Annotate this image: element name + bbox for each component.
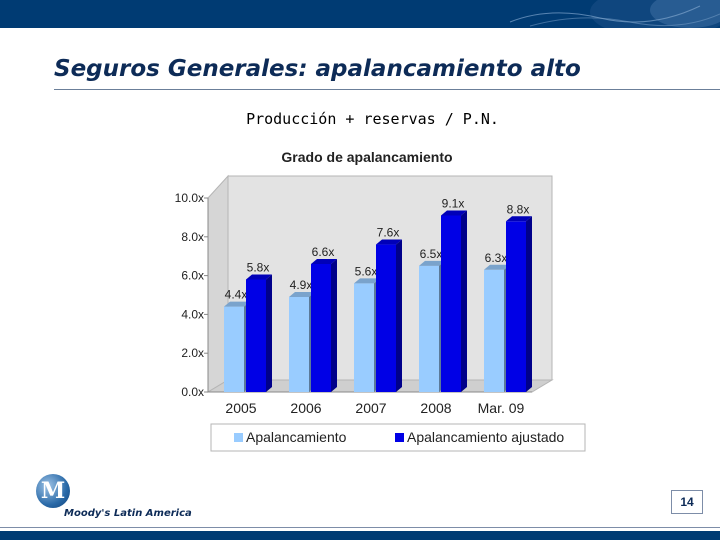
legend-swatch xyxy=(395,433,404,442)
x-tick-label: 2008 xyxy=(420,400,451,416)
x-tick-label: 2007 xyxy=(355,400,386,416)
bar-ajustado-0 xyxy=(246,274,272,392)
data-label: 5.8x xyxy=(247,260,270,274)
bar-side xyxy=(396,239,402,392)
slide-subtitle: Producción + reservas / P.N. xyxy=(246,110,499,128)
bar-front xyxy=(354,283,374,392)
data-label: 9.1x xyxy=(442,196,465,210)
y-tick-label: 2.0x xyxy=(181,346,204,360)
bar-front xyxy=(419,265,439,392)
bar-top xyxy=(354,278,380,284)
x-tick-label: Mar. 09 xyxy=(478,400,525,416)
bar-front xyxy=(376,244,396,392)
chart-title: Grado de apalancamiento xyxy=(281,149,452,165)
bar-ajustado-2 xyxy=(376,239,402,392)
bar-front xyxy=(441,215,461,392)
x-tick-label: 2005 xyxy=(225,400,256,416)
data-label: 8.8x xyxy=(507,202,530,216)
bar-top xyxy=(376,239,402,245)
x-tick-label: 2006 xyxy=(290,400,321,416)
bar-side xyxy=(461,210,467,392)
y-tick-label: 0.0x xyxy=(181,385,204,399)
y-tick-label: 4.0x xyxy=(181,307,204,321)
page-number: 14 xyxy=(671,490,703,514)
legend-label: Apalancamiento xyxy=(246,429,347,445)
data-label: 6.6x xyxy=(312,245,335,259)
bar-front xyxy=(289,296,309,392)
slide-title: Seguros Generales: apalancamiento alto xyxy=(54,56,581,82)
footer-bar xyxy=(0,531,720,540)
data-label: 4.4x xyxy=(225,288,248,302)
y-tick-label: 6.0x xyxy=(181,269,204,283)
bar-front xyxy=(224,306,244,392)
bar-top xyxy=(419,260,445,266)
bar-front xyxy=(246,279,266,392)
bar-side xyxy=(526,216,532,392)
company-name: Moody's Latin America xyxy=(64,508,192,519)
bar-top xyxy=(289,291,315,297)
header-bar xyxy=(0,0,720,28)
legend-swatch xyxy=(234,433,243,442)
bar-top xyxy=(311,258,337,264)
bar-front xyxy=(506,221,526,392)
legend-label: Apalancamiento ajustado xyxy=(407,429,564,445)
bar-ajustado-1 xyxy=(311,258,337,392)
bar-top xyxy=(484,264,510,270)
y-tick-label: 10.0x xyxy=(175,191,204,205)
bar-top xyxy=(506,216,532,222)
bar-side xyxy=(266,274,272,392)
bar-ajustado-4 xyxy=(506,216,532,392)
data-label: 4.9x xyxy=(290,278,313,292)
data-label: 6.5x xyxy=(420,247,443,261)
y-tick-label: 8.0x xyxy=(181,230,204,244)
bar-top xyxy=(441,210,467,216)
data-label: 5.6x xyxy=(355,264,378,278)
bar-ajustado-3 xyxy=(441,210,467,392)
moodys-logo-icon: M xyxy=(36,474,70,508)
bar-top xyxy=(224,301,250,307)
header-decoration xyxy=(509,0,720,28)
bar-side xyxy=(331,258,337,392)
footer-divider xyxy=(0,527,720,528)
bar-front xyxy=(311,263,331,392)
data-label: 7.6x xyxy=(377,226,400,240)
bar-top xyxy=(246,274,272,280)
title-divider xyxy=(54,89,720,90)
data-label: 6.3x xyxy=(485,251,508,265)
bar-front xyxy=(484,269,504,392)
